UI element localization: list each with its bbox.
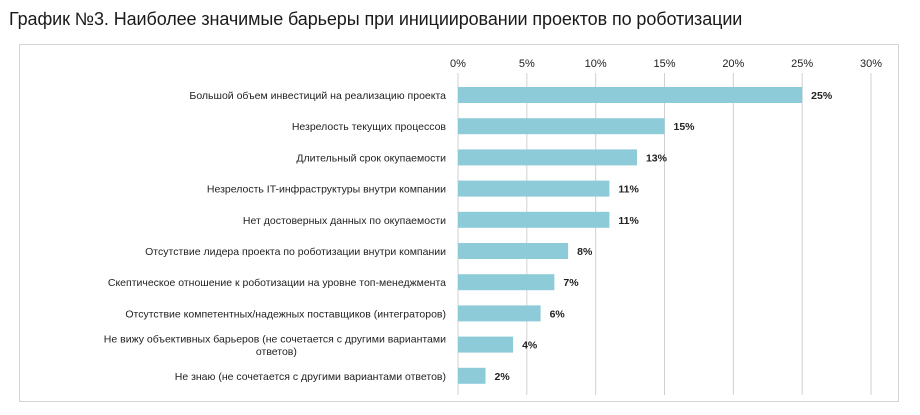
data-label: 15% — [674, 121, 696, 133]
data-label: 11% — [618, 184, 639, 196]
category-label-line: Нет достоверных данных по окупаемости — [243, 215, 446, 227]
bar — [458, 180, 610, 197]
category-label: Отсутствие компетентных/надежных поставщ… — [125, 308, 446, 320]
x-tick-label: 25% — [791, 58, 813, 70]
data-label: 8% — [577, 246, 593, 258]
category-label-line: Большой объем инвестиций на реализацию п… — [189, 90, 446, 102]
bar — [458, 305, 541, 322]
data-label: 2% — [495, 371, 511, 383]
bar — [458, 211, 610, 228]
category-label-line: Скептическое отношение к роботизации на … — [108, 277, 446, 289]
data-labels: 25% 15% 13% 11% 11% 8% 7% 6% 4% 2% — [495, 90, 833, 383]
data-label: 6% — [550, 308, 566, 320]
category-label-line: Отсутствие компетентных/надежных поставщ… — [125, 308, 446, 320]
data-label: 7% — [563, 277, 579, 289]
category-label: Нет достоверных данных по окупаемости — [243, 215, 446, 227]
chart-frame: 0% 5% 10% 15% 20% 25% 30% Большой объем инвест… — [19, 44, 899, 402]
bar — [458, 149, 637, 166]
category-label: Скептическое отношение к роботизации на … — [108, 277, 446, 289]
data-label: 25% — [811, 90, 833, 102]
category-label-line: Незрелость IT-инфраструктуры внутри комп… — [207, 184, 446, 196]
category-label-line: Длительный срок окупаемости — [296, 152, 446, 164]
data-label: 13% — [646, 152, 668, 164]
category-label: Незрелость IT-инфраструктуры внутри комп… — [207, 184, 446, 196]
category-label-line: Отсутствие лидера проекта по роботизации… — [145, 246, 446, 258]
x-tick-label: 0% — [450, 58, 466, 70]
category-label: Большой объем инвестиций на реализацию п… — [189, 90, 446, 102]
data-label: 4% — [522, 340, 538, 352]
category-label-line: ответов) — [256, 346, 297, 358]
bars — [458, 87, 803, 384]
page-title: График №3. Наиболее значимые барьеры при… — [9, 9, 743, 29]
bar-chart: 0% 5% 10% 15% 20% 25% 30% Большой объем инвест… — [104, 58, 882, 395]
x-axis-ticks: 0% 5% 10% 15% 20% 25% 30% — [450, 58, 882, 70]
category-label: Не вижу объективных барьеров (не сочетае… — [104, 333, 446, 358]
category-label-line: Не знаю (не сочетается с другими вариант… — [175, 371, 446, 383]
x-tick-label: 5% — [519, 58, 535, 70]
x-tick-label: 30% — [860, 58, 882, 70]
bar — [458, 118, 665, 135]
category-label: Незрелость текущих процессов — [292, 121, 447, 133]
bar — [458, 336, 514, 353]
category-label: Длительный срок окупаемости — [296, 152, 446, 164]
category-labels: Большой объем инвестиций на реализацию п… — [104, 90, 447, 383]
bar — [458, 87, 803, 103]
category-label: Отсутствие лидера проекта по роботизации… — [145, 246, 446, 258]
bar — [458, 367, 486, 384]
category-label-line: Не вижу объективных барьеров (не сочетае… — [104, 333, 446, 345]
x-tick-label: 15% — [653, 58, 675, 70]
category-label-line: Незрелость текущих процессов — [292, 121, 447, 133]
x-tick-label: 20% — [722, 58, 744, 70]
x-tick-label: 10% — [585, 58, 607, 70]
bar — [458, 243, 569, 259]
data-label: 11% — [618, 215, 639, 227]
category-label: Не знаю (не сочетается с другими вариант… — [175, 371, 446, 383]
bar — [458, 274, 555, 291]
